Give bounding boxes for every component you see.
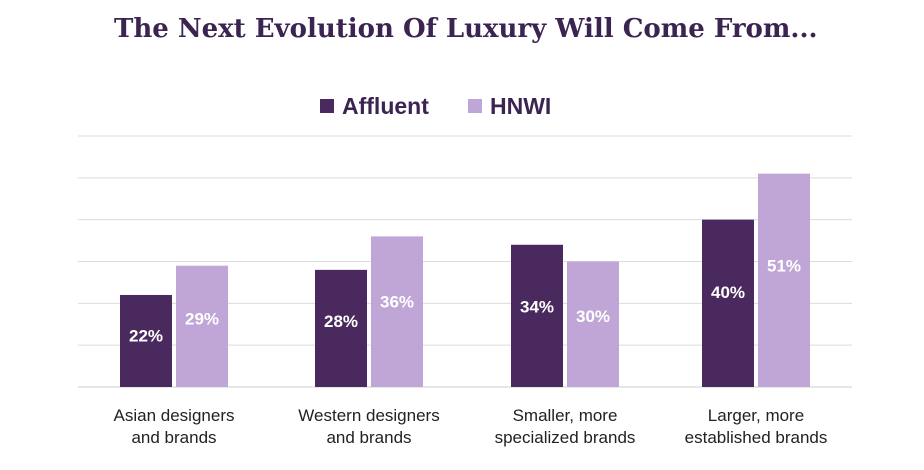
category-label: Western designers (298, 406, 439, 425)
bar-affluent-1 (315, 269, 367, 387)
legend: Affluent HNWI (0, 88, 924, 124)
category-label: established brands (685, 428, 828, 447)
legend-label-affluent: Affluent (342, 92, 429, 119)
category-label: and brands (131, 428, 216, 447)
data-label: 29% (185, 310, 219, 329)
bar-affluent-0 (120, 294, 172, 387)
legend-swatch-hnwi (468, 99, 482, 113)
bar-affluent-3 (702, 219, 754, 387)
legend-item-hnwi: HNWI (468, 88, 551, 124)
bar-hnwi-2 (567, 261, 619, 387)
legend-item-affluent: Affluent (320, 88, 429, 124)
category-label: Smaller, more (513, 406, 618, 425)
data-label: 30% (576, 307, 610, 326)
category-label: and brands (326, 428, 411, 447)
category-label: Asian designers (114, 406, 235, 425)
legend-label-hnwi: HNWI (490, 92, 552, 119)
category-label: specialized brands (495, 428, 636, 447)
data-label: 51% (767, 256, 801, 275)
category-label: Larger, more (708, 406, 804, 425)
bar-affluent-2 (511, 244, 563, 387)
bar-hnwi-1 (371, 236, 423, 387)
chart-title: The Next Evolution Of Luxury Will Come F… (114, 14, 818, 44)
data-label: 22% (129, 327, 163, 346)
legend-swatch-affluent (320, 99, 334, 113)
bar-hnwi-0 (176, 265, 228, 387)
data-label: 34% (520, 298, 554, 317)
data-label: 40% (711, 283, 745, 302)
bar-hnwi-3 (758, 173, 810, 387)
data-label: 28% (324, 312, 358, 331)
data-label: 36% (380, 293, 414, 312)
